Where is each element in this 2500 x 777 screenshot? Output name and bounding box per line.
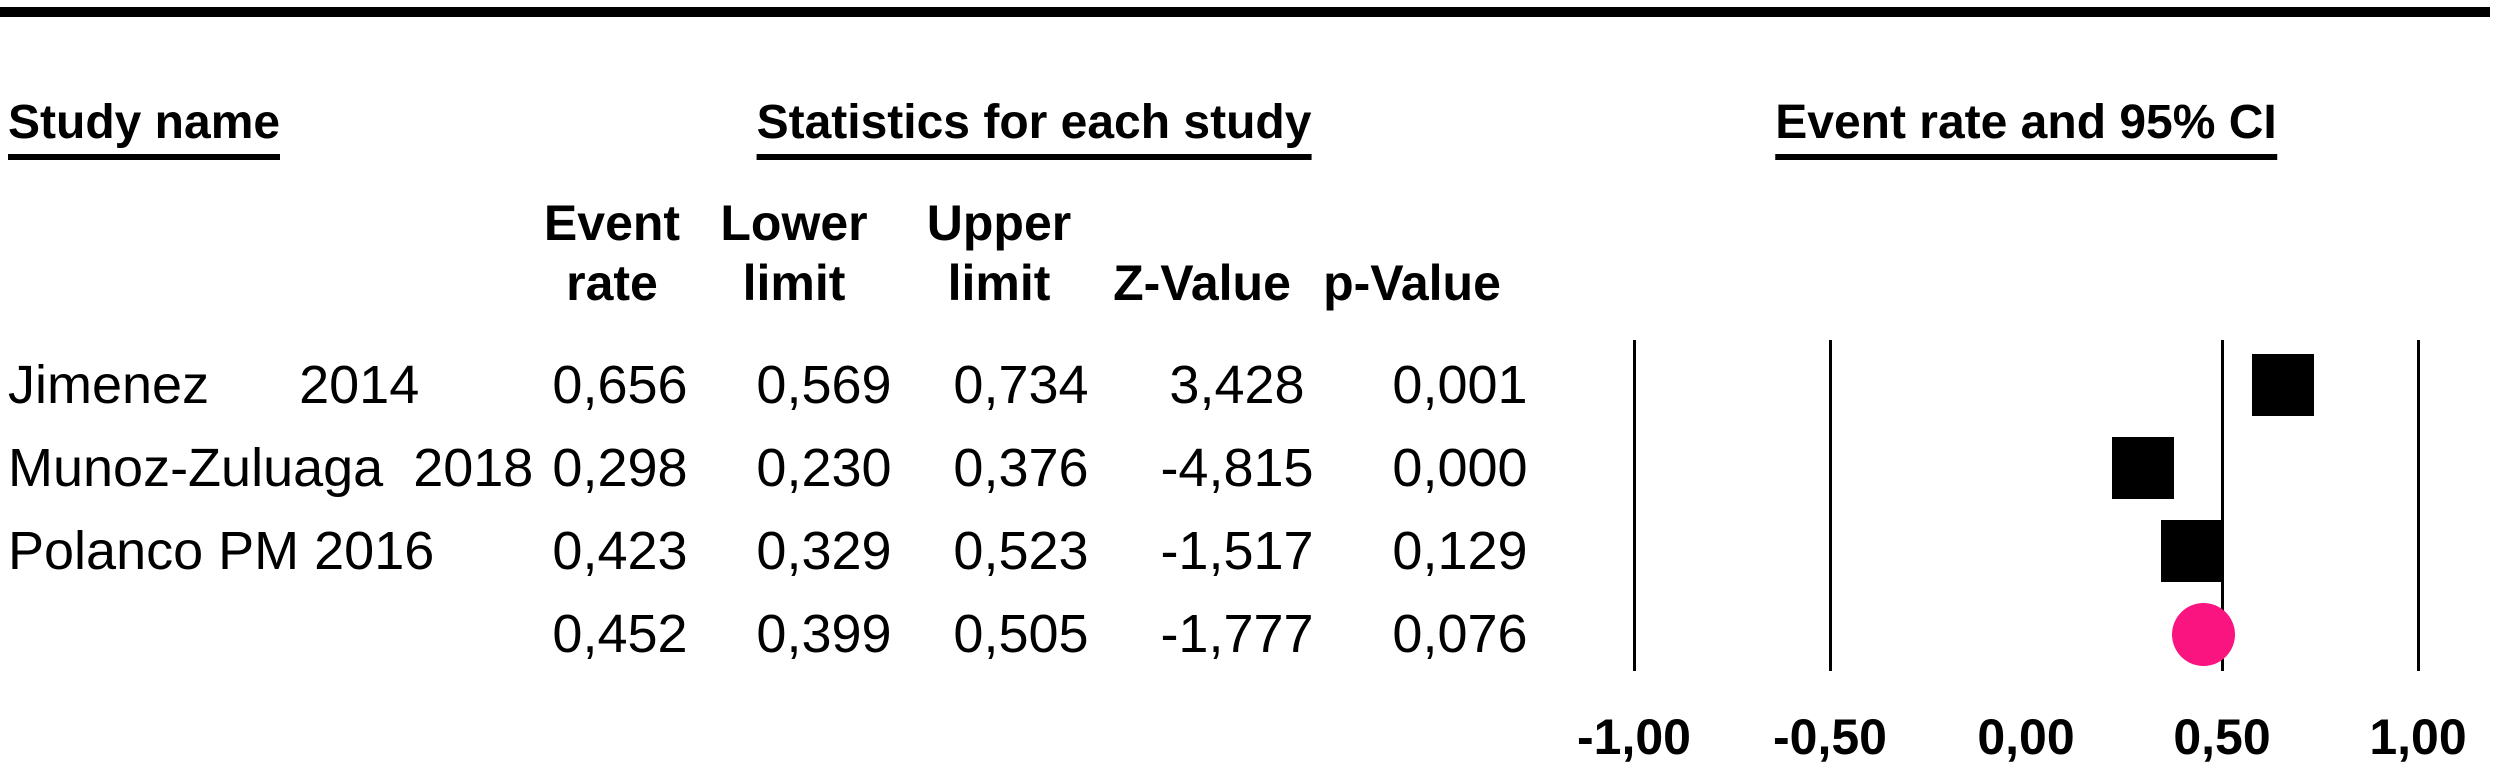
study-estimate-marker — [2160, 520, 2223, 582]
z-value-cell: -1,777 — [1160, 604, 1314, 664]
study-estimate-marker — [2111, 437, 2174, 499]
p-value-cell: 0,000 — [1392, 438, 1528, 498]
plot-gridline — [2416, 340, 2420, 671]
plot-gridline — [1828, 340, 1832, 671]
x-tick-label: -1,00 — [1577, 709, 1691, 765]
p-value-cell: 0,076 — [1392, 604, 1528, 664]
study-name-header: Study name — [8, 97, 281, 161]
column-header-upper-limit: Upper limit — [926, 195, 1072, 311]
event-rate-cell: 0,656 — [552, 355, 688, 415]
pooled-estimate-marker — [2171, 602, 2235, 666]
lower-limit-cell: 0,399 — [756, 604, 892, 664]
forest-plot-area — [1632, 340, 2420, 671]
upper-limit-cell: 0,734 — [953, 355, 1089, 415]
x-tick-label: 1,00 — [2369, 709, 2467, 765]
column-header-lower-limit: Lower limit — [720, 195, 868, 311]
lower-limit-cell: 0,329 — [756, 521, 892, 581]
study-name-cell: Polanco PM 2016 — [8, 521, 435, 581]
statistics-header: Statistics for each study — [756, 97, 1312, 161]
event-rate-cell: 0,452 — [552, 604, 688, 664]
p-value-cell: 0,001 — [1392, 355, 1528, 415]
lower-limit-cell: 0,569 — [756, 355, 892, 415]
column-header-p-value: p-Value — [1323, 255, 1501, 311]
event-rate-cell: 0,298 — [552, 438, 688, 498]
z-value-cell: 3,428 — [1169, 355, 1305, 415]
column-header-event-rate: Event rate — [543, 195, 681, 311]
event-rate-cell: 0,423 — [552, 521, 688, 581]
x-tick-label: 0,50 — [2173, 709, 2271, 765]
ci-plot-header: Event rate and 95% CI — [1775, 97, 2277, 161]
plot-gridline — [1632, 340, 1636, 671]
upper-limit-cell: 0,523 — [953, 521, 1089, 581]
p-value-cell: 0,129 — [1392, 521, 1528, 581]
study-estimate-marker — [2252, 354, 2315, 416]
column-header-z-value: Z-Value — [1113, 255, 1291, 311]
upper-limit-cell: 0,376 — [953, 438, 1089, 498]
x-tick-label: -0,50 — [1773, 709, 1887, 765]
study-name-cell: Jimenez 2014 — [8, 355, 420, 415]
upper-limit-cell: 0,505 — [953, 604, 1089, 664]
z-value-cell: -1,517 — [1160, 521, 1314, 581]
study-name-cell: Munoz-Zuluaga 2018 — [8, 438, 534, 498]
lower-limit-cell: 0,230 — [756, 438, 892, 498]
plot-gridline — [2220, 340, 2224, 671]
top-border-bar — [0, 7, 2490, 17]
x-tick-label: 0,00 — [1977, 709, 2075, 765]
z-value-cell: -4,815 — [1160, 438, 1314, 498]
